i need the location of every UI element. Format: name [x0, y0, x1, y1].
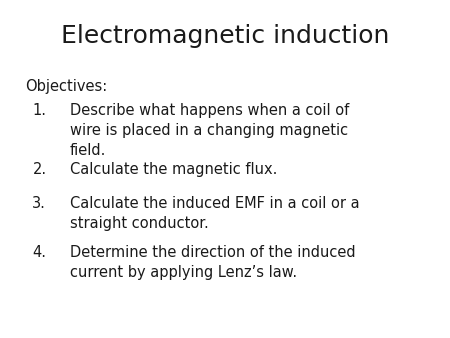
Text: 2.: 2. — [32, 162, 46, 177]
Text: 3.: 3. — [32, 196, 46, 211]
Text: 4.: 4. — [32, 245, 46, 260]
Text: Describe what happens when a coil of
wire is placed in a changing magnetic
field: Describe what happens when a coil of wir… — [70, 103, 349, 158]
Text: 1.: 1. — [32, 103, 46, 118]
Text: Determine the direction of the induced
current by applying Lenz’s law.: Determine the direction of the induced c… — [70, 245, 356, 280]
Text: Calculate the magnetic flux.: Calculate the magnetic flux. — [70, 162, 277, 177]
Text: Electromagnetic induction: Electromagnetic induction — [61, 24, 389, 48]
Text: Calculate the induced EMF in a coil or a
straight conductor.: Calculate the induced EMF in a coil or a… — [70, 196, 360, 231]
Text: Objectives:: Objectives: — [25, 79, 107, 94]
